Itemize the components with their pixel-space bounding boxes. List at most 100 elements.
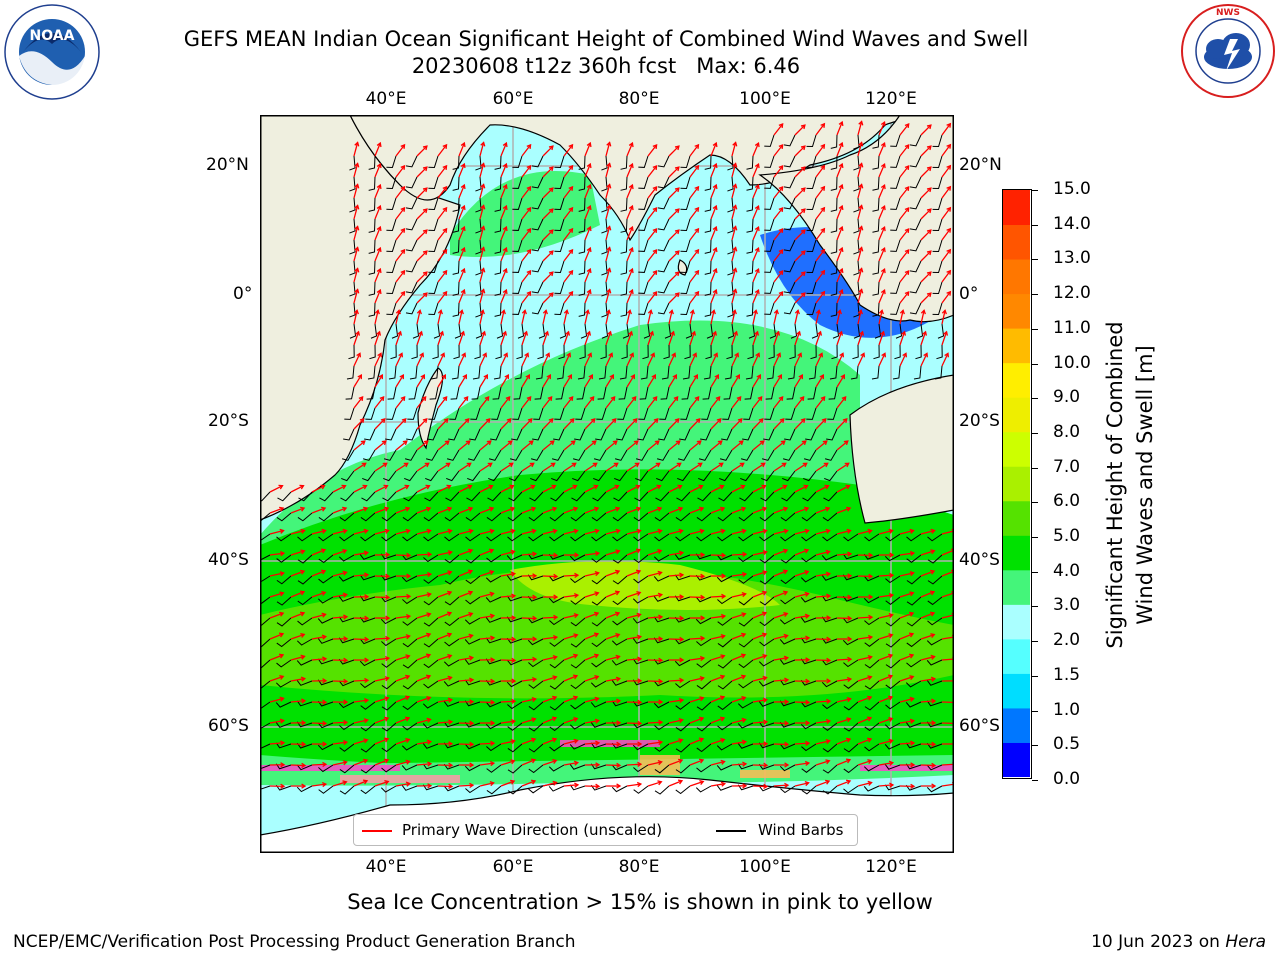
wave-direction-arrow xyxy=(626,485,640,493)
wind-barb xyxy=(654,512,670,522)
wave-direction-arrowhead xyxy=(406,593,412,600)
wave-direction-arrowhead xyxy=(658,636,664,642)
wind-barb xyxy=(570,659,586,669)
wave-direction-arrowhead xyxy=(446,632,453,638)
wave-direction-arrowhead xyxy=(739,462,745,468)
wave-direction-arrow xyxy=(416,573,431,577)
wave-direction-arrowhead xyxy=(628,330,634,336)
wind-barb xyxy=(657,302,670,315)
wave-direction-arrow xyxy=(542,271,554,283)
lat-label-right: 40°S xyxy=(959,550,1000,570)
wind-barb xyxy=(381,659,397,668)
wave-direction-arrow xyxy=(710,163,717,178)
wave-direction-arrowhead xyxy=(526,143,532,149)
wave-direction-arrow xyxy=(731,247,737,262)
wind-barb xyxy=(727,281,734,297)
wave-direction-arrow xyxy=(668,187,680,199)
wave-direction-arrowhead xyxy=(321,528,327,534)
wave-direction-arrow xyxy=(857,717,872,724)
wave-direction-arrowhead xyxy=(530,758,537,764)
lon-label-top: 60°E xyxy=(492,89,534,109)
wave-direction-arrowhead xyxy=(778,143,784,150)
wind-barb xyxy=(872,176,880,191)
wave-direction-arrowhead xyxy=(616,720,622,726)
wind-barb xyxy=(821,554,838,561)
wind-barb xyxy=(895,323,903,339)
wind-barb xyxy=(727,176,734,192)
colorbar-segment xyxy=(1003,224,1030,260)
wave-direction-arrowhead xyxy=(631,395,637,402)
wave-direction-arrowhead xyxy=(909,611,915,617)
wave-direction-arrow xyxy=(731,440,744,451)
wave-direction-arrowhead xyxy=(342,570,348,576)
wave-direction-arrowhead xyxy=(719,484,725,490)
wave-direction-arrowhead xyxy=(552,506,558,512)
wave-direction-arrowhead xyxy=(440,352,446,358)
wave-direction-arrow xyxy=(773,612,788,619)
wave-direction-arrowhead xyxy=(694,290,700,296)
wave-direction-arrow xyxy=(290,529,305,535)
wind-barb xyxy=(425,470,439,482)
wave-direction-arrowhead xyxy=(279,528,285,534)
wave-direction-arrowhead xyxy=(881,352,887,358)
wave-direction-arrow xyxy=(794,374,803,388)
wind-barb xyxy=(781,491,796,502)
wave-direction-arrowhead xyxy=(699,506,705,512)
wave-direction-arrow xyxy=(542,374,551,388)
wave-direction-arrowhead xyxy=(572,695,579,701)
wave-direction-arrowhead xyxy=(342,528,348,534)
wave-direction-arrowhead xyxy=(614,611,621,617)
wave-direction-arrow xyxy=(521,186,532,199)
wave-direction-arrow xyxy=(500,780,515,787)
wave-direction-arrowhead xyxy=(614,484,620,490)
wind-barb xyxy=(554,260,565,273)
wind-barb xyxy=(872,260,880,275)
svg-text:NWS: NWS xyxy=(1216,8,1240,18)
wind-barb xyxy=(569,764,586,770)
wind-barb xyxy=(737,701,754,709)
wave-direction-arrow xyxy=(416,374,425,388)
wave-direction-arrowhead xyxy=(342,592,349,598)
wind-barb xyxy=(806,239,817,252)
wave-direction-arrowhead xyxy=(422,166,428,172)
wave-direction-arrowhead xyxy=(469,782,475,789)
wave-direction-arrow xyxy=(374,440,387,451)
wind-barb xyxy=(464,743,481,750)
wind-barb xyxy=(620,281,628,296)
wind-barb xyxy=(660,386,670,400)
wind-barb xyxy=(806,218,817,231)
colorbar-segment xyxy=(1003,569,1030,605)
wave-direction-arrow xyxy=(710,440,723,451)
wave-direction-arrowhead xyxy=(712,225,718,232)
wave-direction-arrowhead xyxy=(825,506,831,512)
wave-direction-arrow xyxy=(647,741,662,745)
wind-barb xyxy=(452,155,460,170)
wind-barb xyxy=(601,302,608,318)
wind-barb xyxy=(465,554,481,564)
wave-direction-arrow xyxy=(815,291,825,304)
wind-barb xyxy=(531,155,544,168)
wind-barb xyxy=(927,533,943,542)
wave-direction-arrow xyxy=(374,780,389,787)
wave-direction-arrowhead xyxy=(426,506,432,512)
wave-direction-arrowhead xyxy=(611,418,617,424)
wind-barb xyxy=(360,680,376,689)
wave-direction-arrow xyxy=(689,374,698,388)
wind-barb xyxy=(616,428,628,441)
wave-direction-arrowhead xyxy=(321,781,328,788)
wave-direction-arrowhead xyxy=(502,141,508,148)
wind-barb xyxy=(507,785,523,795)
wave-direction-arrowhead xyxy=(463,395,469,402)
wind-barb xyxy=(932,176,943,190)
wind-barb xyxy=(578,176,586,191)
wind-barb xyxy=(932,260,943,274)
wind-barb xyxy=(485,575,502,583)
wave-direction-arrow xyxy=(836,121,843,136)
svg-text:NOAA: NOAA xyxy=(30,28,75,44)
wind-barb xyxy=(452,260,460,275)
wave-direction-arrow xyxy=(395,635,410,640)
wind-barb xyxy=(349,302,356,318)
wind-barb xyxy=(764,302,775,315)
wave-direction-arrowhead xyxy=(594,528,600,534)
wave-direction-arrowhead xyxy=(633,440,639,446)
